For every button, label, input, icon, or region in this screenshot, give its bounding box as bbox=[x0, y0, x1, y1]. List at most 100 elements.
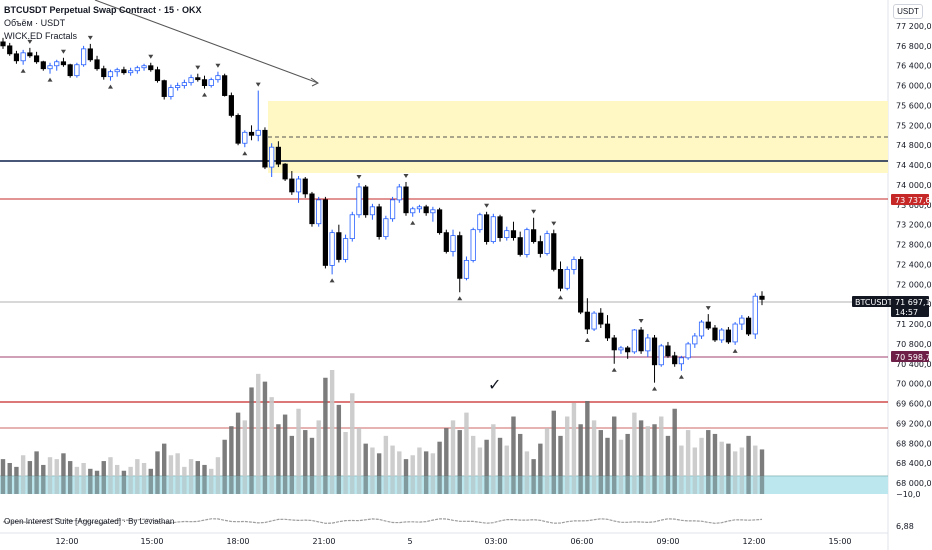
price-tick: 70 400,00 bbox=[896, 360, 932, 369]
candle-body bbox=[537, 241, 543, 254]
price-tick: 76 800,00 bbox=[896, 42, 932, 51]
volume-bar bbox=[114, 464, 120, 494]
candle-body bbox=[698, 321, 705, 337]
currency-badge[interactable]: USDT bbox=[893, 4, 923, 19]
candle-body bbox=[732, 323, 738, 343]
candle-body bbox=[638, 329, 644, 352]
volume-bar bbox=[417, 447, 422, 494]
volume-bar bbox=[81, 463, 86, 494]
volume-bar bbox=[54, 459, 59, 494]
candle-body bbox=[625, 347, 631, 353]
candle-body bbox=[739, 317, 745, 325]
volume-bar bbox=[376, 453, 382, 494]
volume-bar bbox=[685, 430, 691, 494]
price-tick: 76 000,00 bbox=[896, 82, 932, 91]
candle-body bbox=[148, 65, 154, 71]
time-tick: 18:00 bbox=[226, 537, 249, 546]
candle-body bbox=[692, 335, 698, 345]
candle-body bbox=[322, 199, 329, 266]
purple-level-tag: 70 598,7 bbox=[891, 351, 931, 362]
volume-indicator-label[interactable]: Объём · USDT bbox=[4, 18, 66, 28]
volume-bar bbox=[135, 459, 140, 494]
candle-body bbox=[517, 237, 523, 255]
volume-bar bbox=[168, 455, 174, 494]
candle-body bbox=[658, 345, 664, 366]
volume-bar bbox=[336, 404, 342, 494]
volume-bars bbox=[0, 370, 888, 494]
trend-line[interactable] bbox=[94, 0, 319, 84]
price-tick: 72 800,00 bbox=[896, 241, 932, 250]
fractal-high-marker bbox=[60, 49, 66, 54]
candle-body bbox=[584, 311, 590, 330]
candle-body bbox=[604, 323, 611, 339]
candle-body bbox=[356, 186, 362, 216]
volume-bar bbox=[403, 459, 409, 494]
time-axis-ticks: 12:00 15:00 18:00 21:00 5 03:00 06:00 09:00 12:0… bbox=[55, 537, 851, 546]
volume-bar bbox=[329, 370, 335, 494]
candle-body bbox=[128, 70, 134, 74]
volume-bar bbox=[524, 451, 530, 494]
fractal-low-marker bbox=[652, 386, 658, 391]
volume-bar bbox=[242, 420, 248, 494]
volume-bar bbox=[47, 457, 53, 494]
candle-body bbox=[282, 163, 288, 180]
volume-bar bbox=[128, 466, 133, 494]
volume-bar bbox=[282, 414, 288, 494]
volume-bar bbox=[430, 453, 436, 494]
candle-body bbox=[369, 206, 376, 216]
candle-body bbox=[416, 206, 423, 210]
candle-body bbox=[443, 232, 449, 252]
candle-body bbox=[497, 216, 503, 239]
fractal-low-marker bbox=[557, 295, 563, 300]
candle-body bbox=[389, 199, 396, 220]
time-tick: 12:00 bbox=[55, 537, 78, 546]
volume-bar bbox=[141, 463, 147, 494]
fractal-low-marker bbox=[329, 278, 335, 283]
volume-bar bbox=[699, 437, 704, 494]
symbol-tag: BTCUSDT.P bbox=[852, 296, 899, 307]
price-tick: 76 400,00 bbox=[896, 62, 932, 71]
trend-arrow-icon bbox=[310, 77, 319, 87]
candle-body bbox=[302, 178, 308, 195]
symbol-title[interactable]: BTCUSDT Perpetual Swap Contract · 15 · O… bbox=[4, 5, 202, 15]
price-axis[interactable] bbox=[888, 0, 932, 550]
candle-body bbox=[154, 69, 161, 82]
candle-body bbox=[551, 233, 557, 270]
fractal-high-marker bbox=[403, 173, 409, 178]
candle-body bbox=[20, 52, 26, 62]
volume-bar bbox=[215, 457, 221, 494]
candle-body bbox=[289, 178, 295, 193]
volume-bar bbox=[74, 466, 80, 494]
red-level-tag: 73 737,6 bbox=[891, 194, 931, 205]
volume-bar bbox=[665, 435, 671, 494]
fractal-low-marker bbox=[410, 220, 416, 225]
fractals-indicator-label[interactable]: WICK.ED Fractals bbox=[4, 31, 78, 41]
checkmark-icon: ✓ bbox=[488, 375, 501, 394]
candle-body bbox=[87, 48, 93, 61]
volume-bar bbox=[229, 426, 234, 494]
candle-body bbox=[672, 355, 678, 365]
candle-body bbox=[410, 208, 416, 214]
price-tick: 75 600,00 bbox=[896, 101, 932, 110]
volume-bar bbox=[585, 401, 590, 494]
volume-bar bbox=[632, 412, 637, 494]
candle-body bbox=[67, 64, 73, 77]
volume-bar bbox=[235, 412, 241, 494]
volume-bar bbox=[155, 451, 160, 494]
volume-bar bbox=[350, 393, 355, 494]
volume-bar bbox=[571, 402, 577, 494]
volume-bar bbox=[618, 439, 624, 494]
volume-bar bbox=[746, 435, 751, 494]
volume-bar bbox=[249, 387, 254, 494]
candle-body bbox=[383, 218, 389, 238]
fractal-high-marker bbox=[531, 209, 537, 214]
oscillator-indicator-label[interactable]: Open Interest Suite [Aggregated] · By Le… bbox=[4, 517, 175, 526]
candle-body bbox=[336, 232, 342, 260]
volume-bar bbox=[450, 420, 456, 494]
price-tick: 77 200,00 bbox=[896, 22, 932, 31]
candle-body bbox=[403, 186, 409, 214]
fractal-low-marker bbox=[611, 367, 617, 372]
price-tick: 69 200,00 bbox=[896, 419, 932, 428]
